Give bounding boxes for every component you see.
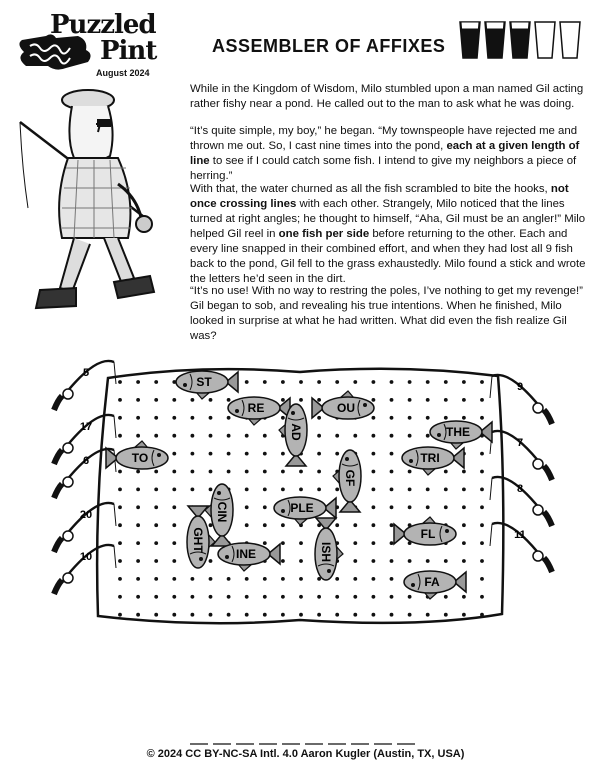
fish: TO bbox=[105, 440, 169, 470]
fishing-rod-icon: 17 bbox=[51, 413, 117, 466]
rod-length-label: 17 bbox=[80, 421, 92, 433]
puzzle-title: ASSEMBLER OF AFFIXES bbox=[212, 36, 446, 56]
pint-glass-icon bbox=[459, 21, 481, 59]
pint-glass-icon bbox=[559, 21, 581, 59]
rod-length-label: 20 bbox=[80, 509, 92, 521]
fish: OU bbox=[311, 390, 375, 420]
fish: AD bbox=[278, 403, 308, 467]
fish: PLE bbox=[273, 496, 337, 526]
rod-length-label: 9 bbox=[517, 381, 523, 393]
fishing-rod-icon: 11 bbox=[489, 521, 555, 574]
fishing-rod-icon: 10 bbox=[51, 543, 117, 596]
fish-label: AD bbox=[289, 423, 303, 441]
fish: RE bbox=[227, 396, 291, 426]
rod-length-label: 11 bbox=[514, 529, 526, 541]
fishing-rods: 5 17 6 20 10 9 7 8 11 bbox=[51, 359, 555, 596]
story-paragraph-1: While in the Kingdom of Wisdom, Milo stu… bbox=[190, 83, 584, 110]
fish: FL bbox=[393, 516, 457, 546]
fisherman-illustration bbox=[19, 89, 156, 310]
pint-glass-icon bbox=[534, 21, 556, 59]
story-paragraph-3: With that, the water churned as all the … bbox=[190, 183, 586, 285]
fish: TRI bbox=[401, 446, 465, 476]
fish: INE bbox=[217, 542, 281, 572]
fishing-rod-icon: 7 bbox=[489, 429, 555, 482]
logo-text-puzzled: Puzzled bbox=[50, 10, 157, 40]
copyright-footer: © 2024 CC BY-NC-SA Intl. 4.0 Aaron Kugle… bbox=[146, 748, 465, 760]
fish-label: FA bbox=[424, 575, 440, 589]
rod-length-label: 8 bbox=[517, 483, 523, 495]
fish: GF bbox=[332, 449, 362, 513]
rod-length-label: 5 bbox=[83, 367, 89, 379]
fish: GHT bbox=[186, 505, 216, 569]
fishing-rod-icon: 5 bbox=[51, 359, 117, 412]
fish-label: TRI bbox=[420, 451, 439, 465]
answer-blanks bbox=[190, 743, 415, 745]
puzzled-pint-logo: Puzzled Pint August 2024 bbox=[16, 10, 157, 80]
pint-glass-icon bbox=[509, 21, 531, 59]
story-paragraph-4: “It’s no use! With no way to restring th… bbox=[190, 285, 583, 342]
story-paragraph-2: “It’s quite simple, my boy,” he began. “… bbox=[190, 125, 580, 182]
logo-text-pint: Pint bbox=[100, 36, 157, 66]
fishing-rod-icon: 8 bbox=[489, 475, 555, 528]
fish-label: PLE bbox=[290, 501, 313, 515]
difficulty-rating bbox=[459, 21, 581, 59]
rod-length-label: 10 bbox=[80, 551, 92, 563]
pint-glass-icon bbox=[484, 21, 506, 59]
fishing-rod-icon: 9 bbox=[489, 373, 555, 426]
fish-label: TO bbox=[132, 451, 148, 465]
fish: ISH bbox=[314, 517, 344, 581]
logo-date: August 2024 bbox=[96, 68, 150, 78]
fish-label: RE bbox=[248, 401, 265, 415]
fish-layer: ST RE OU AD THE TO TRI GF CIN PLE GHT FL ISH INE FA bbox=[105, 370, 493, 600]
fish-label: CIN bbox=[215, 502, 229, 523]
fish-label: ST bbox=[196, 375, 212, 389]
fish-label: INE bbox=[236, 547, 256, 561]
logo-puzzle-piece-icon bbox=[19, 34, 91, 70]
fish-label: GHT bbox=[191, 527, 205, 553]
fish-label: THE bbox=[446, 425, 470, 439]
rod-length-label: 6 bbox=[83, 455, 89, 467]
fish-label: GF bbox=[343, 470, 357, 487]
fish: ST bbox=[175, 370, 239, 400]
rod-length-label: 7 bbox=[517, 437, 523, 449]
fish: THE bbox=[429, 420, 493, 450]
fish-label: OU bbox=[337, 401, 355, 415]
fish: FA bbox=[403, 570, 467, 600]
fish-label: FL bbox=[421, 527, 436, 541]
fishing-grid-puzzle: 5 17 6 20 10 9 7 8 11 ST RE OU AD THE TO TRI GF CIN PLE GH… bbox=[51, 359, 555, 625]
fish: CIN bbox=[204, 483, 234, 547]
fishing-rod-icon: 6 bbox=[51, 447, 117, 500]
fish-label: ISH bbox=[319, 542, 333, 562]
fishing-rod-icon: 20 bbox=[51, 501, 117, 554]
